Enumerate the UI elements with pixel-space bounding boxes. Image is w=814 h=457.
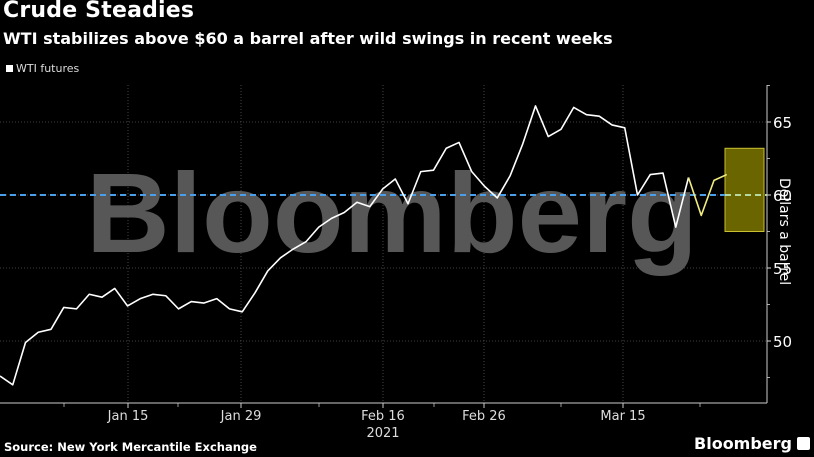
y-tick-label: 65 xyxy=(773,114,792,132)
axes: 50 55 60 65 Jan 15 Jan 29 Feb 16 Feb 26 Mar 15 20… xyxy=(0,85,792,441)
y-tick-label: 50 xyxy=(773,333,792,351)
x-tick-label: Feb 26 xyxy=(462,409,506,424)
brand: Bloomberg xyxy=(694,434,810,453)
bloomberg-chart-logo-icon xyxy=(797,437,810,450)
highlight-box xyxy=(724,147,765,232)
x-tick-label: Feb 16 xyxy=(361,409,405,424)
source-note: Source: New York Mercantile Exchange xyxy=(4,440,257,454)
watermark: Bloomberg xyxy=(86,150,698,276)
x-year-label: 2021 xyxy=(366,426,399,441)
brand-name: Bloomberg xyxy=(694,434,792,453)
legend-label: WTI futures xyxy=(16,62,80,75)
chart-subtitle: WTI stabilizes above $60 a barrel after … xyxy=(3,29,613,48)
legend-swatch-icon xyxy=(6,65,13,72)
series-line-wti xyxy=(0,105,690,386)
y-axis-label: Dollars a barrel xyxy=(776,178,792,286)
highlight-region xyxy=(724,147,765,232)
series-line-highlighted xyxy=(687,173,728,217)
y-tick-label: 55 xyxy=(773,260,792,278)
x-tick-label: Jan 29 xyxy=(220,409,262,424)
y-tick-label: 60 xyxy=(773,187,792,205)
x-tick-label: Jan 15 xyxy=(107,409,149,424)
x-tick-label: Mar 15 xyxy=(600,409,645,424)
legend: WTI futures xyxy=(6,62,79,75)
gridlines xyxy=(0,85,767,403)
chart-title: Crude Steadies xyxy=(3,0,195,23)
